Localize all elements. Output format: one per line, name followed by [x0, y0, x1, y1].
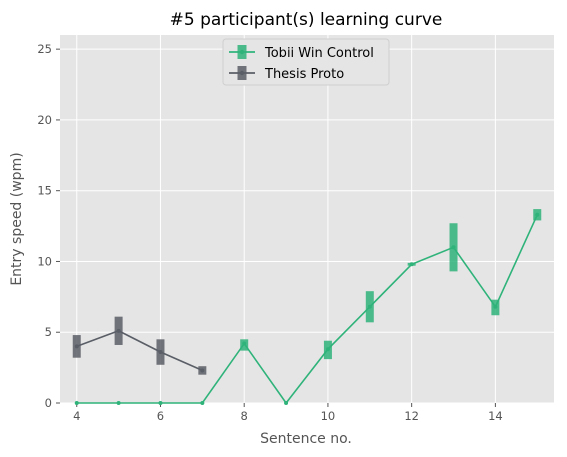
series-tobii-win-control	[74, 209, 542, 405]
legend-label-tobii: Tobii Win Control	[264, 46, 374, 61]
x-tick-label: 6	[157, 409, 164, 423]
y-tick-label: 0	[45, 396, 52, 410]
chart-title: #5 participant(s) learning curve	[170, 10, 443, 30]
data-point	[158, 401, 163, 405]
x-tick-label: 14	[488, 409, 503, 423]
data-point	[74, 344, 79, 349]
data-point	[242, 341, 247, 346]
x-tick-label: 12	[404, 409, 419, 423]
legend-marker-tobii	[239, 49, 245, 55]
y-tick-label: 20	[37, 113, 52, 127]
x-tick-label: 8	[241, 409, 248, 423]
data-point	[200, 368, 205, 373]
series-line	[76, 329, 203, 372]
legend-item-tobii: Tobii Win Control	[229, 45, 374, 61]
data-point	[116, 328, 121, 333]
data-point	[284, 401, 289, 405]
data-point	[493, 304, 498, 309]
y-axis-label: Entry speed (wpm)	[9, 152, 25, 285]
data-point	[367, 304, 372, 309]
plot-area	[60, 35, 554, 403]
x-axis-label: Sentence no.	[260, 431, 352, 447]
legend: Tobii Win Control Thesis Proto	[222, 38, 390, 86]
x-tick-label: 10	[321, 409, 336, 423]
data-point	[200, 401, 205, 405]
y-tick-label: 10	[37, 254, 52, 268]
data-point	[535, 212, 540, 217]
data-point	[451, 245, 456, 250]
series-line	[76, 214, 539, 405]
y-tick-label: 5	[45, 325, 52, 339]
data-point	[158, 350, 163, 355]
series	[72, 209, 542, 405]
y-tick-label: 25	[37, 42, 52, 56]
legend-box	[222, 38, 390, 86]
y-tick-label: 15	[37, 184, 52, 198]
legend-item-thesis: Thesis Proto	[229, 66, 344, 82]
series-thesis-proto	[72, 316, 207, 375]
data-point	[116, 401, 121, 405]
legend-label-thesis: Thesis Proto	[264, 67, 344, 82]
data-point	[325, 347, 330, 352]
data-point	[74, 401, 79, 405]
data-point	[409, 262, 414, 267]
x-tick-label: 4	[73, 409, 80, 423]
legend-marker-thesis	[239, 70, 245, 76]
